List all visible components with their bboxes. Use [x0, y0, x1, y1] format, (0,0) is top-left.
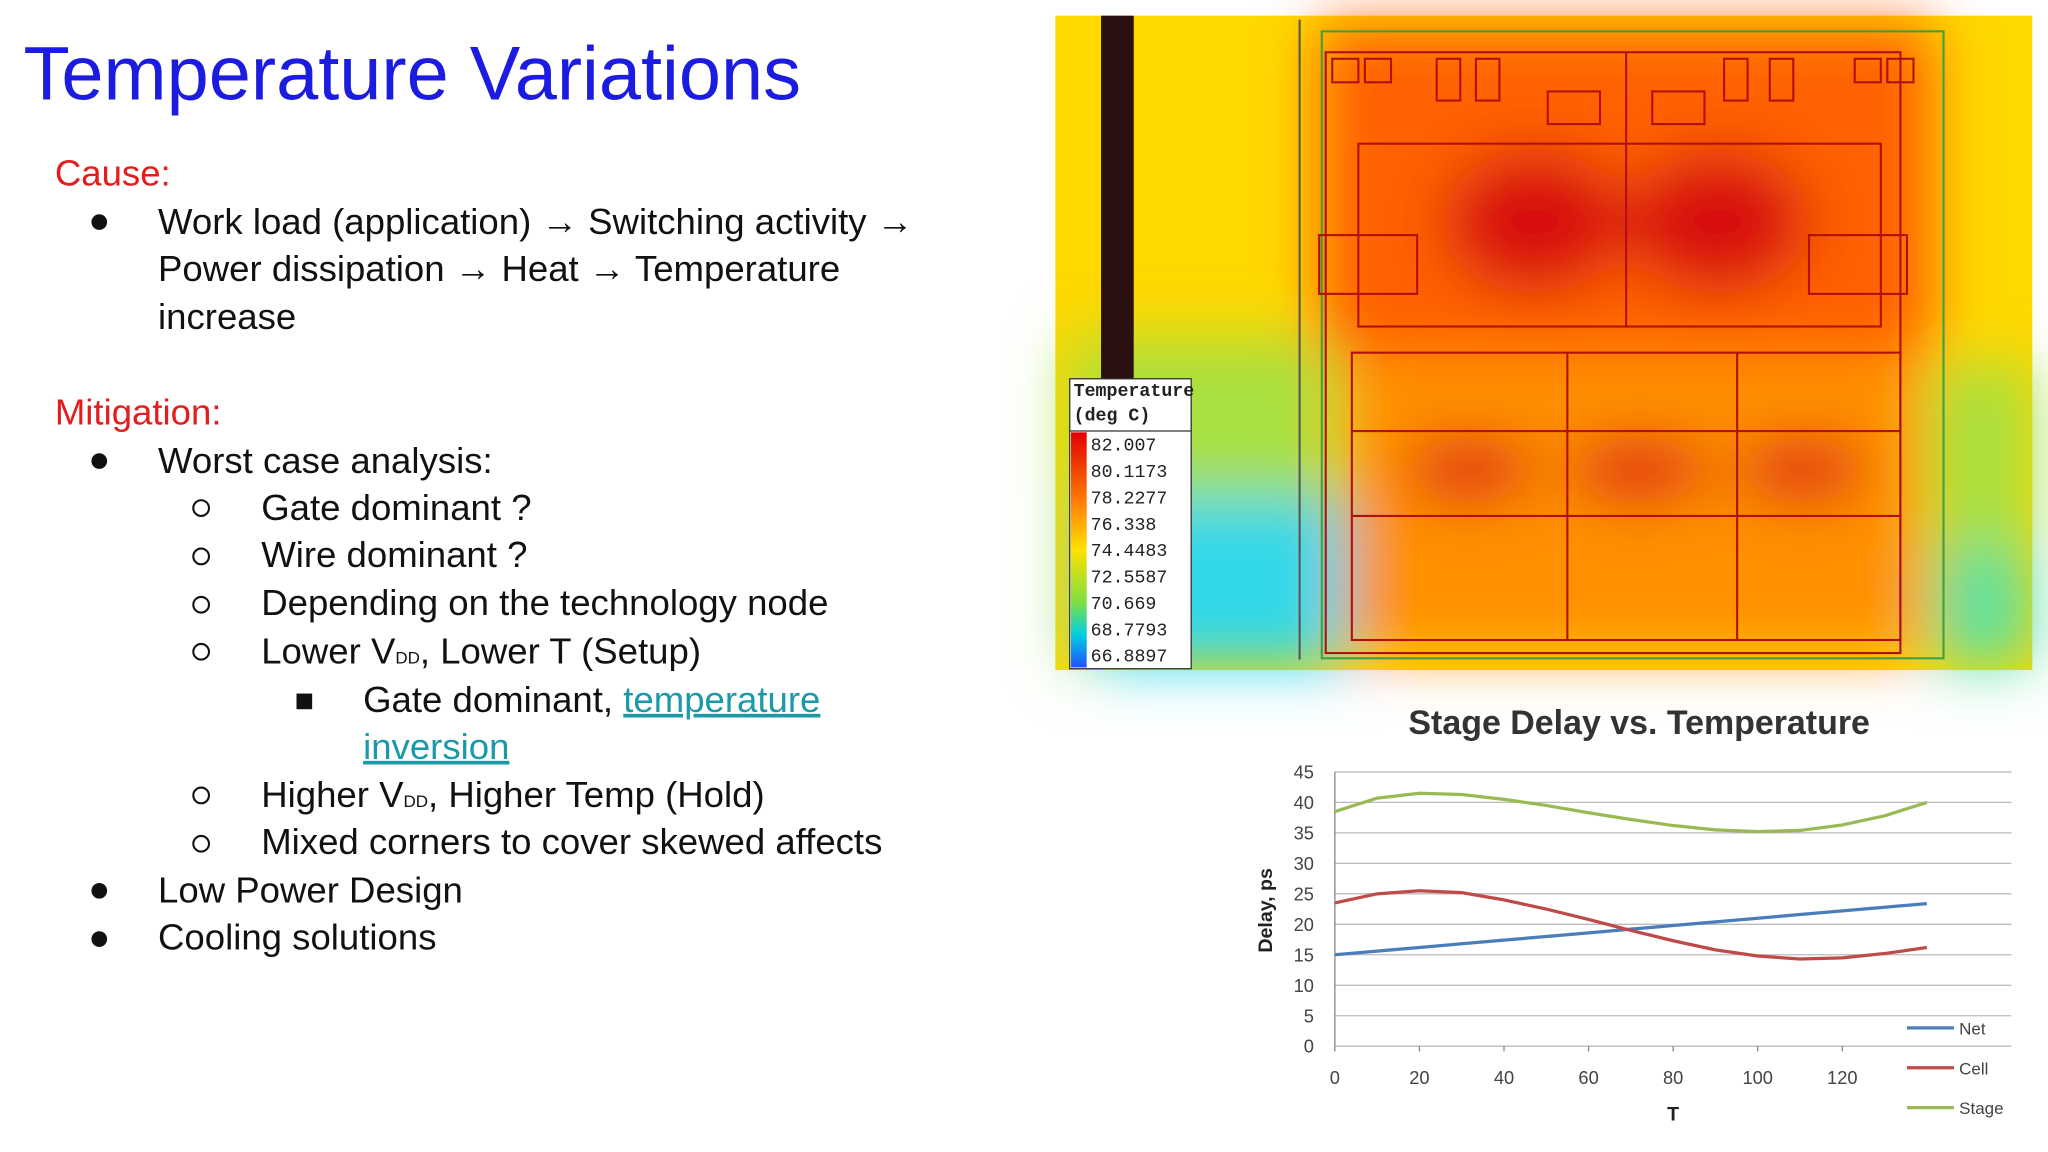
x-tick-label: 20 — [1409, 1067, 1429, 1088]
line: Gate dominant, temperature — [363, 679, 820, 720]
bullet — [192, 642, 211, 661]
bullet — [192, 595, 211, 614]
legend-label: Net — [1959, 1019, 1986, 1038]
link[interactable]: inversion — [363, 726, 509, 767]
line: Work load (application) → Switching acti… — [158, 201, 913, 242]
line: increase — [158, 296, 296, 337]
legend-label: Stage — [1959, 1099, 2003, 1118]
line: Higher VDD, Higher Temp (Hold) — [261, 774, 764, 815]
line: Mixed corners to cover skewed affects — [261, 821, 882, 862]
y-tick-label: 15 — [1294, 944, 1314, 965]
heading: Mitigation: — [55, 391, 222, 432]
y-tick-label: 5 — [1304, 1005, 1314, 1026]
x-tick-label: 100 — [1742, 1067, 1772, 1088]
y-tick-label: 25 — [1294, 883, 1314, 904]
y-tick-label: 30 — [1294, 853, 1314, 874]
subscript: DD — [403, 792, 428, 811]
series-line — [1334, 791, 1928, 834]
line: Depending on the technology node — [261, 582, 828, 623]
y-tick-label: 20 — [1294, 914, 1314, 935]
text: , Higher Temp (Hold) — [428, 774, 765, 815]
layout-lines — [1298, 19, 1945, 660]
text: Higher V — [261, 774, 404, 815]
title: Temperature Variations — [24, 31, 802, 116]
legend-values: 82.007 80.1173 78.2277 76.338 74.4483 72.5587… — [1091, 437, 1168, 668]
bullet — [192, 499, 211, 517]
x-tick-label: 40 — [1494, 1067, 1514, 1088]
legend-value: 76.338 — [1091, 516, 1157, 536]
text: Lower V — [261, 631, 396, 672]
legend — [1069, 378, 1192, 670]
y-tick-label: 45 — [1294, 761, 1314, 782]
legend-value: 66.8897 — [1091, 648, 1168, 668]
legend-value: 70.669 — [1091, 595, 1157, 615]
link[interactable]: temperature — [623, 679, 820, 720]
y-tick-label: 10 — [1294, 975, 1314, 996]
text-body: Cause: Work load (application) → Switchi… — [55, 152, 913, 957]
subscript: DD — [395, 649, 420, 668]
line: Low Power Design — [158, 870, 463, 911]
legend-value: 72.5587 — [1091, 569, 1168, 589]
bullet — [192, 547, 211, 566]
legend-value: 82.007 — [1091, 437, 1157, 457]
line: Cooling solutions — [158, 917, 436, 958]
line: Worst case analysis: — [158, 440, 493, 481]
line: Lower VDD, Lower T (Setup) — [261, 631, 701, 672]
legend-value: 74.4483 — [1091, 542, 1168, 562]
chart-title: Stage Delay vs. Temperature — [1408, 704, 1870, 742]
bullet — [192, 834, 211, 853]
y-tick-label: 35 — [1294, 822, 1314, 843]
legend-title: (deg C) — [1074, 407, 1151, 427]
series-line — [1334, 889, 1928, 961]
line: Gate dominant ? — [261, 487, 531, 528]
legend-title: Temperature — [1074, 382, 1195, 402]
bullet — [91, 214, 108, 230]
x-tick-label: 0 — [1330, 1067, 1340, 1088]
legend-bar — [1071, 432, 1087, 668]
bullet — [91, 882, 108, 899]
x-tick-label: 60 — [1578, 1067, 1598, 1088]
bullet — [192, 786, 211, 805]
x-axis-label: T — [1667, 1104, 1679, 1126]
line: Power dissipation → Heat → Temperature — [158, 248, 840, 289]
heatmap: Temperature (deg C) 82.007 80.1173 78.2277… — [1055, 15, 2033, 671]
bullet — [91, 453, 108, 469]
x-tick-label: 80 — [1663, 1067, 1683, 1088]
chart: Stage Delay vs. Temperature T Delay, ps … — [1255, 704, 2012, 1126]
y-tick-label: 0 — [1304, 1036, 1314, 1057]
text: Gate dominant, — [363, 679, 623, 720]
legend-value: 80.1173 — [1091, 463, 1168, 483]
y-tick-label: 40 — [1294, 792, 1314, 813]
text: , Lower T (Setup) — [420, 631, 701, 672]
heading: Cause: — [55, 152, 171, 193]
strip — [1101, 15, 1134, 379]
bullet — [91, 931, 108, 947]
legend-value: 78.2277 — [1091, 489, 1168, 509]
x-tick-label: 120 — [1827, 1067, 1857, 1088]
bullet — [296, 693, 313, 710]
line: Wire dominant ? — [261, 534, 527, 575]
legend-label: Cell — [1959, 1059, 1988, 1078]
legend-value: 68.7793 — [1091, 621, 1168, 641]
y-axis-label: Delay, ps — [1255, 868, 1277, 953]
